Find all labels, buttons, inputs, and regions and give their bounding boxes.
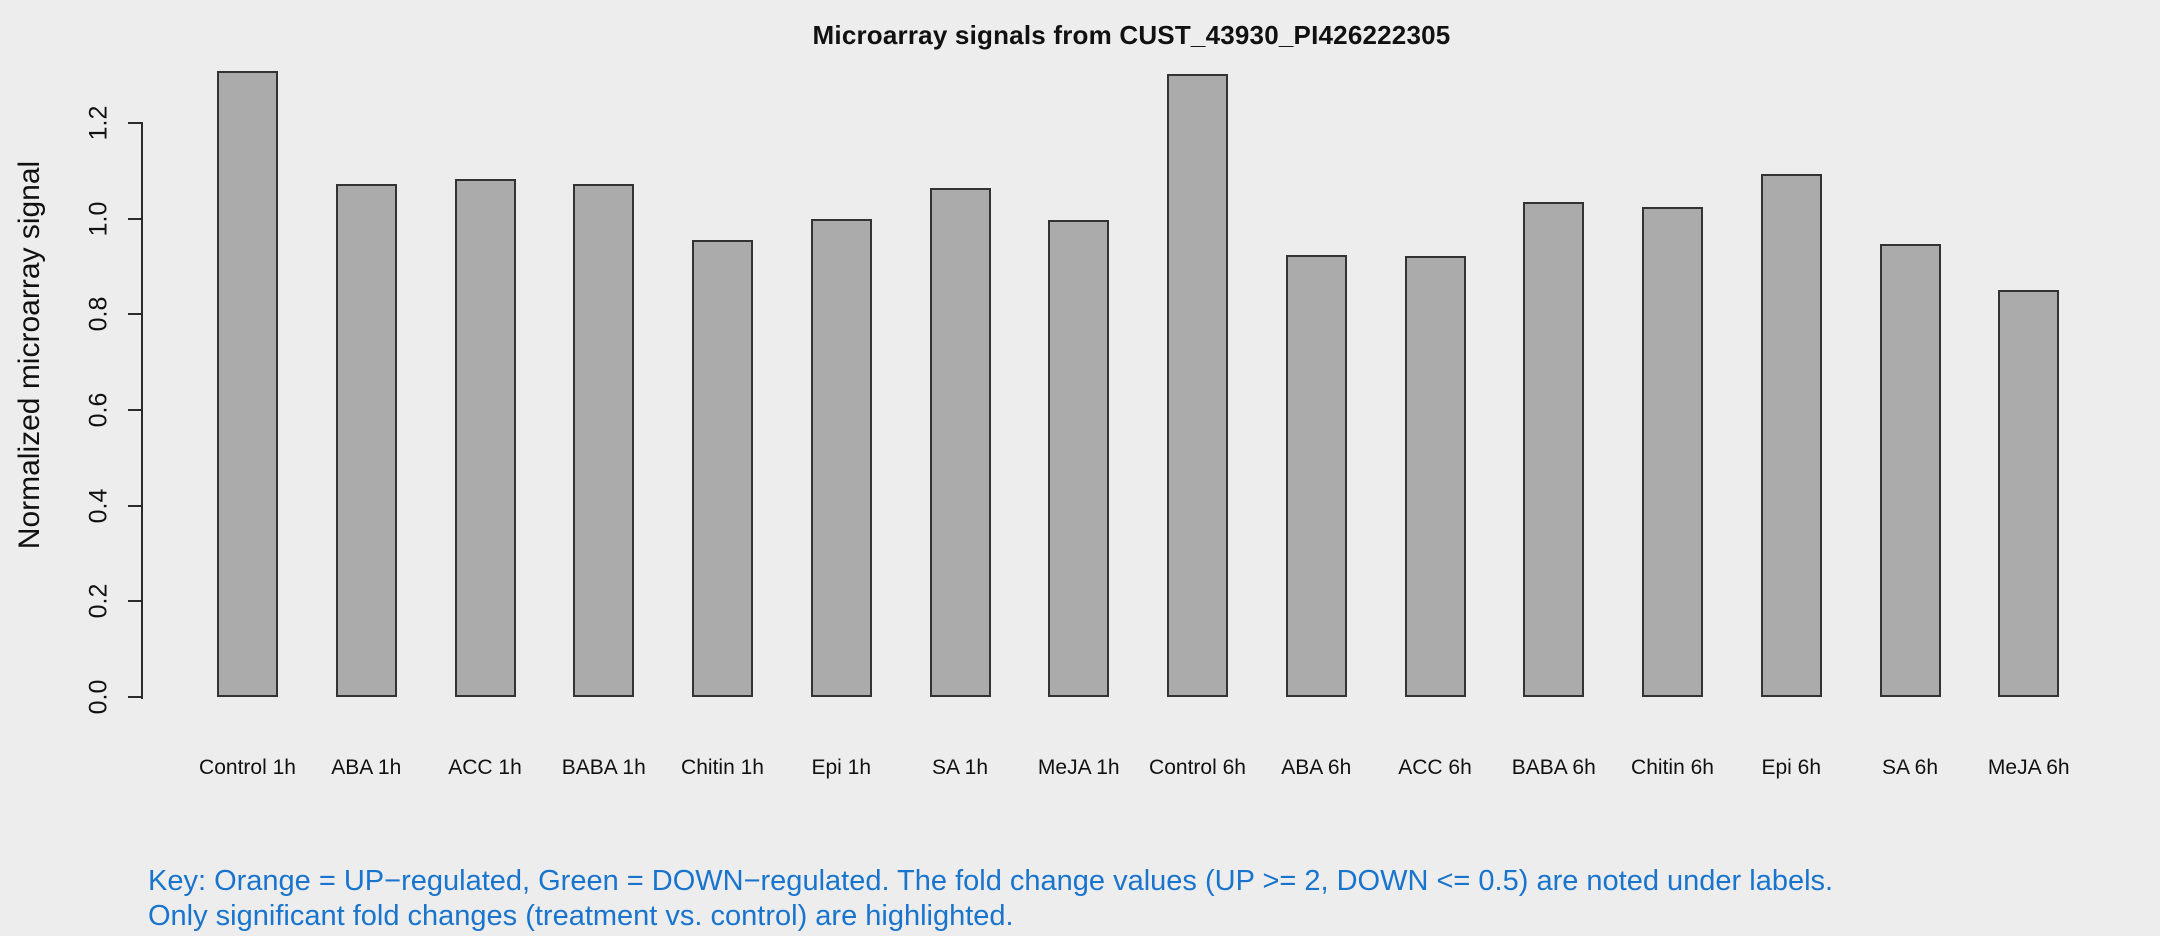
bar-aba-6h bbox=[1285, 255, 1347, 697]
key-note-line2: Only significant fold changes (treatment… bbox=[148, 900, 1014, 932]
y-tick-label: 0.4 bbox=[84, 488, 113, 524]
x-axis-label: BABA 1h bbox=[561, 756, 646, 779]
y-axis-title: Normalized microarray signal bbox=[13, 160, 46, 550]
x-axis-label: SA 1h bbox=[931, 756, 989, 779]
x-axis-label: Chitin 1h bbox=[681, 756, 764, 779]
chart-title: Microarray signals from CUST_43930_PI426… bbox=[812, 20, 1451, 50]
y-tick bbox=[128, 313, 142, 316]
x-axis-label: Epi 1h bbox=[811, 756, 872, 779]
bar-epi-1h bbox=[810, 219, 872, 697]
bar-baba-1h bbox=[573, 184, 635, 697]
bar-acc-6h bbox=[1404, 256, 1466, 697]
key-note: Key: Orange = UP−regulated, Green = DOWN… bbox=[148, 864, 1833, 934]
bar-control-6h bbox=[1167, 74, 1228, 697]
y-tick bbox=[128, 409, 142, 412]
x-axis-label: ABA 6h bbox=[1281, 756, 1352, 779]
x-axis-label: Chitin 6h bbox=[1631, 756, 1714, 779]
bar-baba-6h bbox=[1523, 202, 1585, 697]
y-tick-label: 1.0 bbox=[84, 201, 113, 237]
bar-epi-6h bbox=[1760, 174, 1822, 697]
x-axis-label: Control 1h bbox=[199, 756, 296, 779]
bar-meja-6h bbox=[1998, 290, 2060, 697]
x-axis-label: MeJA 1h bbox=[1037, 756, 1120, 779]
bar-sa-6h bbox=[1879, 244, 1941, 697]
x-axis-label: MeJA 6h bbox=[1987, 756, 2070, 779]
x-axis-label: SA 6h bbox=[1881, 756, 1939, 779]
x-axis-label: ACC 1h bbox=[448, 756, 522, 779]
bar-control-1h bbox=[217, 71, 278, 697]
y-tick bbox=[128, 600, 142, 603]
y-tick bbox=[128, 122, 142, 125]
x-axis-label: ABA 1h bbox=[331, 756, 402, 779]
y-tick bbox=[128, 504, 142, 507]
bar-chitin-1h bbox=[692, 240, 753, 697]
bar-meja-1h bbox=[1048, 220, 1110, 697]
y-tick-label: 0.8 bbox=[84, 296, 113, 332]
bar-chitin-6h bbox=[1642, 207, 1703, 697]
y-tick-label: 0.2 bbox=[84, 583, 113, 619]
key-note-line1: Key: Orange = UP−regulated, Green = DOWN… bbox=[148, 865, 1834, 897]
bar-sa-1h bbox=[929, 188, 991, 697]
bar-aba-1h bbox=[335, 184, 397, 697]
y-tick-label: 0.6 bbox=[84, 392, 113, 428]
y-tick-label: 0.0 bbox=[84, 679, 113, 715]
bar-acc-1h bbox=[454, 179, 516, 697]
y-tick-label: 1.2 bbox=[84, 105, 113, 141]
x-axis-label: ACC 6h bbox=[1398, 756, 1472, 779]
y-tick bbox=[128, 217, 142, 220]
y-axis-line bbox=[141, 122, 143, 699]
y-tick bbox=[128, 696, 142, 698]
x-axis-label: Control 6h bbox=[1149, 756, 1246, 779]
x-axis-label: Epi 6h bbox=[1761, 756, 1822, 779]
x-axis-label: BABA 6h bbox=[1511, 756, 1596, 779]
